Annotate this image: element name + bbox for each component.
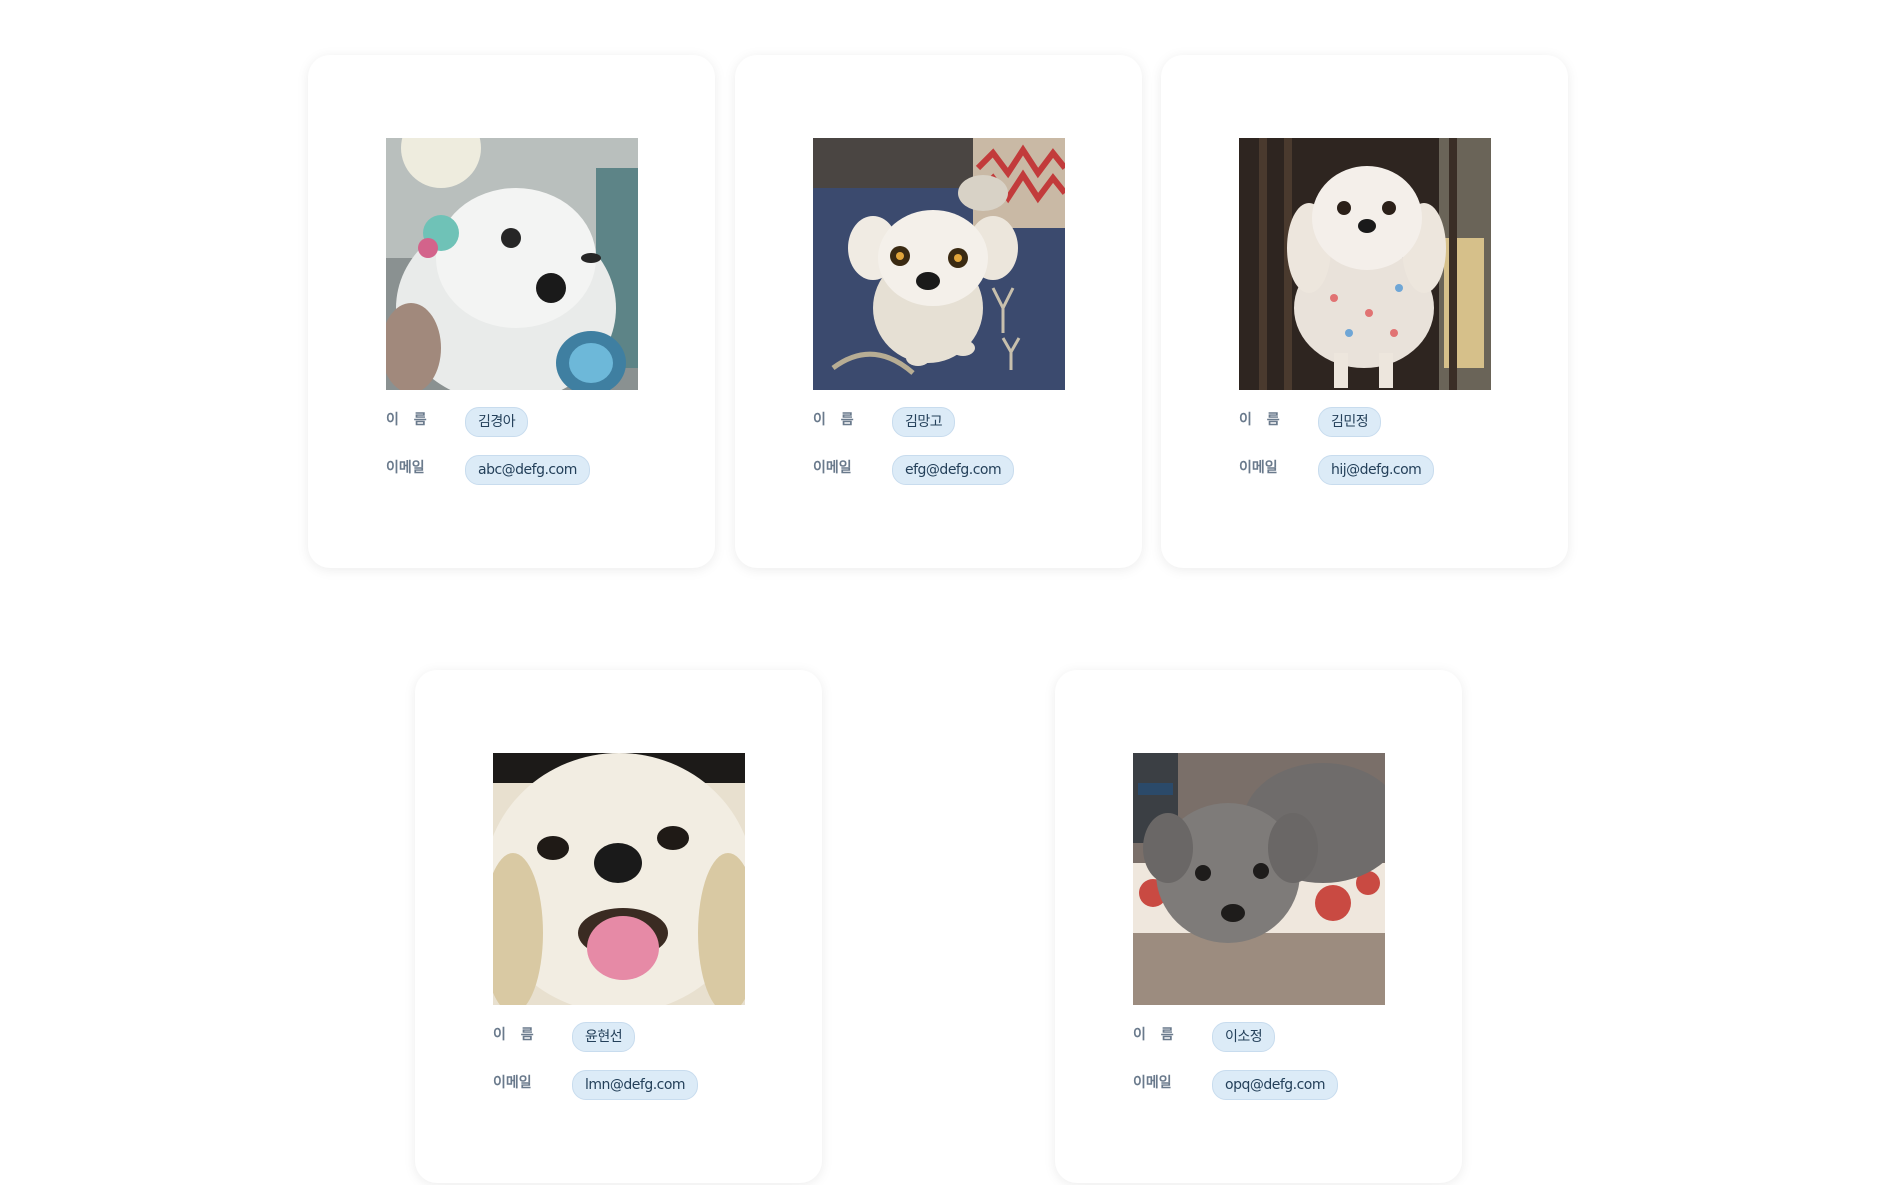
profile-card: 이 름 김민정 이메일 hij@defg.com	[1161, 55, 1568, 568]
name-badge: 김망고	[892, 407, 956, 437]
name-label: 이 름	[493, 1027, 539, 1043]
name-badge: 김민정	[1318, 407, 1382, 437]
name-badge: 이소정	[1212, 1022, 1276, 1052]
profile-card: 이 름 김경아 이메일 abc@defg.com	[308, 55, 715, 568]
email-label: 이메일	[813, 460, 852, 476]
profile-card: 이 름 김망고 이메일 efg@defg.com	[735, 55, 1142, 568]
email-badge: lmn@defg.com	[572, 1070, 699, 1100]
profile-card: 이 름 윤현선 이메일 lmn@defg.com	[415, 670, 822, 1183]
name-label: 이 름	[1133, 1027, 1179, 1043]
white-maltese-with-bow-photo	[386, 138, 638, 390]
email-label: 이메일	[1133, 1075, 1172, 1091]
name-label: 이 름	[813, 412, 859, 428]
name-badge: 윤현선	[572, 1022, 636, 1052]
email-badge: opq@defg.com	[1212, 1070, 1339, 1100]
email-badge: hij@defg.com	[1318, 455, 1435, 485]
email-label: 이메일	[493, 1075, 532, 1091]
name-badge: 김경아	[465, 407, 529, 437]
gray-poodle-photo	[1133, 753, 1385, 1005]
email-badge: efg@defg.com	[892, 455, 1015, 485]
name-label: 이 름	[1239, 412, 1285, 428]
email-label: 이메일	[386, 460, 425, 476]
white-dog-tongue-out-photo	[493, 753, 745, 1005]
email-badge: abc@defg.com	[465, 455, 590, 485]
white-dog-in-dress-photo	[1239, 138, 1491, 390]
email-label: 이메일	[1239, 460, 1278, 476]
white-dog-on-blanket-photo	[813, 138, 1065, 390]
profile-card: 이 름 이소정 이메일 opq@defg.com	[1055, 670, 1462, 1183]
name-label: 이 름	[386, 412, 432, 428]
